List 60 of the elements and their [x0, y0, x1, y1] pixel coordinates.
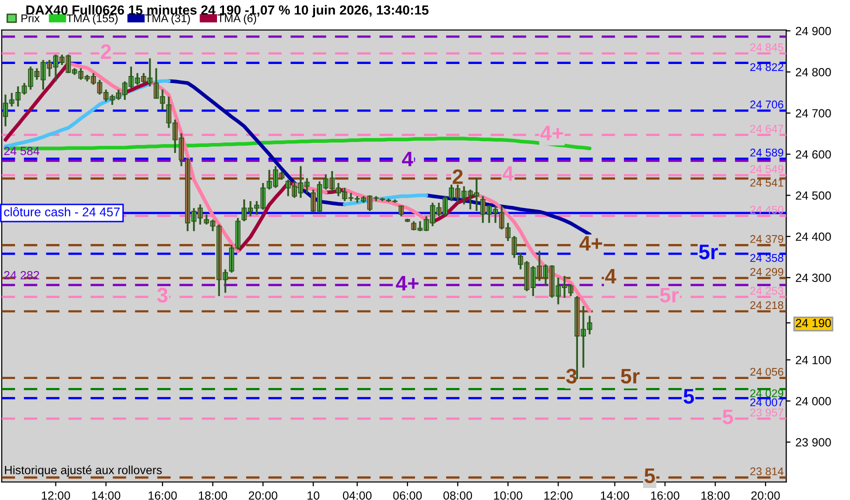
- x-tick-label: 12:00: [544, 491, 573, 500]
- y-tick-label: 24 600: [796, 150, 831, 159]
- annotation: 5: [684, 389, 694, 404]
- annotation: 5r: [699, 244, 718, 260]
- x-tick-label: 20:00: [751, 491, 780, 500]
- ref-line-label: 24 299: [750, 268, 784, 276]
- y-tick-label: 24 800: [796, 68, 831, 76]
- annotation: 4+: [540, 126, 563, 140]
- annotation: 2: [100, 44, 111, 59]
- x-tick-label: 10: [308, 491, 320, 500]
- x-tick-label: 12:00: [42, 491, 70, 500]
- y-tick-label: 24 500: [796, 191, 831, 200]
- ref-line-label: 24 379: [750, 235, 784, 243]
- x-tick-label: 08:00: [443, 491, 472, 500]
- legend-label: Prix: [22, 14, 40, 22]
- x-tick-label: 18:00: [701, 491, 730, 500]
- legend-label: TMA (31): [145, 14, 190, 24]
- annotation: 2: [452, 169, 463, 184]
- x-tick-label: 14:00: [600, 491, 630, 500]
- y-tick-label: 23 900: [796, 438, 831, 446]
- x-tick-label: 16:00: [651, 491, 680, 500]
- ref-line-label: 24 549: [750, 165, 784, 173]
- ref-line-label: 24 589: [750, 148, 784, 157]
- x-tick-label: 06:00: [393, 491, 422, 500]
- annotation: 4+: [396, 276, 419, 290]
- annotation: 4: [605, 269, 616, 284]
- annotation: 5: [722, 410, 734, 424]
- x-tick-label: 18:00: [198, 491, 228, 500]
- annotation: 4+: [579, 236, 602, 250]
- ref-line-label: 24 647: [750, 124, 784, 133]
- annotation: clôture cash - 24 457: [4, 207, 120, 216]
- y-tick-label: 24 190: [796, 318, 831, 328]
- ref-line-label: 23 814: [750, 467, 784, 476]
- annotation: 5r: [660, 288, 679, 303]
- y-tick-label: 24 900: [796, 26, 831, 36]
- annotation: Historique ajusté aux rollovers: [5, 465, 162, 477]
- y-tick-label: 24 100: [796, 356, 831, 364]
- ref-line-label: 24 218: [750, 301, 784, 310]
- annotation: 5: [644, 468, 655, 484]
- x-tick-label: 20:00: [248, 491, 278, 500]
- ref-line-label: 24 358: [750, 254, 784, 262]
- x-tick-label: 10:00: [494, 491, 522, 500]
- x-tick-label: 04:00: [342, 491, 372, 500]
- annotation: 4: [402, 152, 414, 166]
- x-tick-label: 14:00: [92, 491, 120, 500]
- ref-line-label: 24 056: [750, 368, 784, 376]
- annotation: 3: [157, 288, 168, 303]
- y-tick-label: 24 400: [796, 232, 831, 241]
- annotation: 3: [566, 368, 577, 384]
- x-tick-label: 16:00: [148, 491, 177, 500]
- annotation: 5r: [620, 369, 640, 384]
- y-tick-label: 24 000: [796, 397, 831, 406]
- y-tick-label: 24 700: [796, 109, 831, 118]
- ref-line-label: 24 450: [750, 206, 784, 214]
- ref-line-label: 24 706: [750, 100, 784, 108]
- annotation: 4: [502, 166, 514, 181]
- ref-line-label: 24 845: [750, 43, 784, 52]
- ref-line-label: 24 253: [750, 286, 784, 295]
- ref-line-label: 23 957: [750, 408, 784, 416]
- y-tick-label: 24 300: [796, 274, 831, 282]
